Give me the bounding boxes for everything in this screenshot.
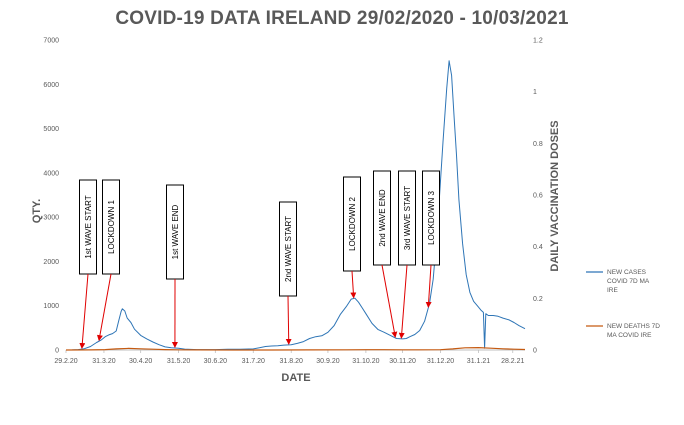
x-tick-label: 31.1.21 bbox=[467, 358, 490, 365]
annotation-arrow bbox=[285, 295, 292, 345]
annotation: 1st WAVE END bbox=[166, 184, 184, 349]
y-tick-label: 2000 bbox=[43, 259, 59, 266]
y-tick-label: 6000 bbox=[43, 82, 59, 89]
new-deaths-line bbox=[65, 347, 526, 351]
y-tick-label: 4000 bbox=[43, 170, 59, 177]
x-tick-label: 31.10.20 bbox=[352, 358, 379, 365]
annotation: LOCKDOWN 3 bbox=[422, 170, 440, 308]
legend-label-line: IRE bbox=[607, 287, 619, 294]
legend-label-line: NEW DEATHS 7D bbox=[607, 323, 660, 330]
annotation: 2nd WAVE END bbox=[373, 170, 398, 338]
y2-tick-label: 0.4 bbox=[533, 244, 543, 251]
x-tick-label: 30.6.20 bbox=[204, 358, 227, 365]
legend-label-line: MA COVID IRE bbox=[607, 332, 652, 339]
y-axis-title: QTY. bbox=[31, 199, 43, 223]
y2-tick-label: 0.8 bbox=[533, 141, 543, 148]
annotation-label: 2nd WAVE END bbox=[378, 189, 387, 247]
x-tick-label: 31.5.20 bbox=[167, 358, 190, 365]
annotations: 1st WAVE START LOCKDOWN 1 1st WAVE END 2nd … bbox=[79, 170, 440, 350]
chart-title: COVID-19 DATA IRELAND 29/02/2020 - 10/03… bbox=[115, 8, 569, 29]
x-tick-label: 28.2.21 bbox=[501, 358, 524, 365]
x-tick-label: 30.11.20 bbox=[389, 358, 416, 365]
y-tick-label: 7000 bbox=[43, 38, 59, 45]
legend-label: NEW CASES COVID 7D MA IRE bbox=[607, 269, 650, 294]
annotation-label: LOCKDOWN 1 bbox=[107, 200, 116, 254]
y2-tick-label: 0.2 bbox=[533, 296, 543, 303]
annotation-arrow bbox=[381, 264, 398, 338]
annotation-label: 1st WAVE START bbox=[84, 195, 93, 258]
y2-tick-label: 0.6 bbox=[533, 193, 543, 200]
y2-tick-label: 0 bbox=[533, 348, 537, 355]
x-tick-label: 31.7.20 bbox=[242, 358, 265, 365]
series-layer bbox=[65, 60, 526, 351]
y2-tick-label: 1.2 bbox=[533, 38, 543, 45]
annotation-label: 3rd WAVE START bbox=[403, 186, 412, 250]
x-tick-label: 31.12.20 bbox=[427, 358, 454, 365]
annotation-label: LOCKDOWN 3 bbox=[427, 191, 436, 245]
legend-label-line: COVID 7D MA bbox=[607, 278, 650, 285]
axes: 0 1000 2000 3000 4000 5000 6000 7000 0 0.2 0.4 0.6 0… bbox=[31, 38, 561, 385]
annotation: 2nd WAVE START bbox=[279, 201, 297, 345]
y2-axis-title: DAILY VACCINATION DOSES bbox=[549, 120, 561, 271]
new-cases-line bbox=[65, 60, 526, 351]
annotation-label: 2nd WAVE START bbox=[284, 216, 293, 282]
annotation-arrow bbox=[425, 264, 432, 308]
annotation-arrow bbox=[398, 264, 408, 339]
annotation: 3rd WAVE START bbox=[398, 170, 416, 339]
x-tick-label: 30.9.20 bbox=[316, 358, 339, 365]
annotation-arrow bbox=[350, 270, 357, 299]
annotation-label: 1st WAVE END bbox=[171, 204, 180, 259]
x-tick-label: 31.3.20 bbox=[92, 358, 115, 365]
annotation-arrow bbox=[79, 273, 89, 350]
y-tick-label: 3000 bbox=[43, 215, 59, 222]
annotation-label: LOCKDOWN 2 bbox=[348, 197, 357, 251]
legend-label-line: NEW CASES bbox=[607, 269, 647, 276]
y-tick-label: 1000 bbox=[43, 303, 59, 310]
y-tick-label: 0 bbox=[55, 348, 59, 355]
y2-tick-label: 1 bbox=[533, 89, 537, 96]
annotation-arrow bbox=[96, 273, 112, 342]
annotation: 1st WAVE START bbox=[79, 179, 97, 350]
legend: NEW CASES COVID 7D MA IRE NEW DEATHS 7D MA C… bbox=[586, 269, 660, 339]
x-tick-label: 29.2.20 bbox=[54, 358, 77, 365]
annotation: LOCKDOWN 1 bbox=[96, 179, 120, 342]
x-tick-label: 30.4.20 bbox=[129, 358, 152, 365]
x-tick-label: 31.8.20 bbox=[280, 358, 303, 365]
annotation: LOCKDOWN 2 bbox=[343, 176, 361, 299]
x-axis-title: DATE bbox=[281, 372, 310, 384]
legend-label: NEW DEATHS 7D MA COVID IRE bbox=[607, 323, 660, 339]
y-tick-label: 5000 bbox=[43, 126, 59, 133]
